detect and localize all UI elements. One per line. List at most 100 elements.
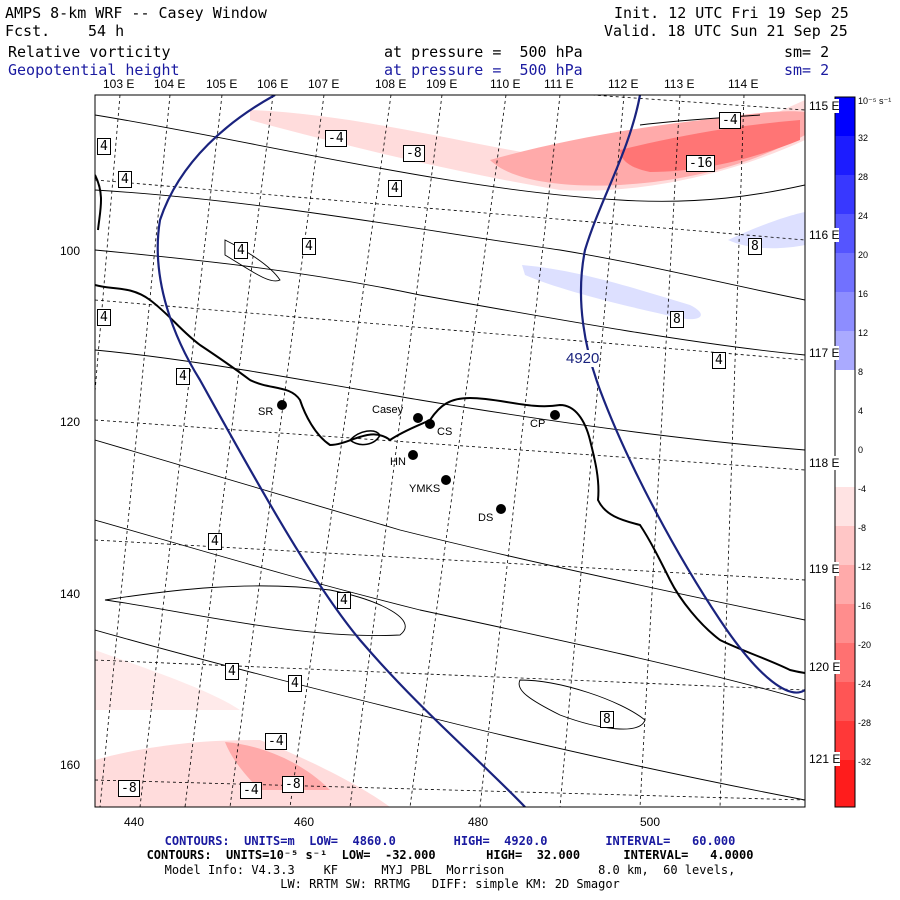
lon-label: 114 E xyxy=(728,77,759,91)
coastline xyxy=(95,284,805,674)
vorticity-negative-sw xyxy=(95,740,390,807)
x-tick-label: 460 xyxy=(294,815,315,829)
contour-label: -4 xyxy=(265,733,287,750)
station-label-casey: Casey xyxy=(372,404,404,416)
colorbar xyxy=(834,96,856,808)
colorbar-tick: -12 xyxy=(858,562,872,572)
field2-smooth: sm= 2 xyxy=(784,61,830,79)
station-dot xyxy=(413,413,423,423)
vorticity-negative-sw-2 xyxy=(95,650,240,710)
colorbar-tick: 8 xyxy=(858,367,864,377)
contour-label: -4 xyxy=(719,112,741,129)
contour-label: -4 xyxy=(240,782,262,799)
lon-label: 112 E xyxy=(608,77,639,91)
init-time: Init. 12 UTC Fri 19 Sep 25 xyxy=(614,4,849,22)
lat-label: 116 E xyxy=(809,228,840,242)
vorticity-negative-peak xyxy=(620,120,800,172)
station-dot xyxy=(550,410,560,420)
contour-label: 4 xyxy=(208,533,222,550)
colorbar-tick: -4 xyxy=(858,484,867,494)
lon-label: 113 E xyxy=(664,77,695,91)
y-tick-label: 120 xyxy=(60,415,81,429)
colorbar-tick: -20 xyxy=(858,640,872,650)
lat-label: 117 E xyxy=(809,346,840,360)
contour-label: -16 xyxy=(686,155,716,172)
valid-time: Valid. 18 UTC Sun 21 Sep 25 xyxy=(604,22,848,40)
contour-label: -8 xyxy=(403,145,425,162)
lon-label: 110 E xyxy=(490,77,521,91)
y-tick-label: 100 xyxy=(60,244,81,258)
graticule xyxy=(95,95,805,807)
lat-label: 121 E xyxy=(809,752,841,766)
lon-label: 103 E xyxy=(103,77,135,91)
lat-label: 120 E xyxy=(809,660,841,674)
contour-label: -4 xyxy=(325,130,347,147)
vorticity-negative-sw-core xyxy=(225,742,330,790)
footer-model-info: Model Info: V4.3.3 KF MYJ PBL Morrison 8… xyxy=(164,863,736,877)
contour-label: -8 xyxy=(118,780,140,797)
colorbar-tick: 4 xyxy=(858,406,864,416)
contour-label: 4 xyxy=(288,675,302,692)
coastline-south xyxy=(95,174,102,231)
contour-label: 4 xyxy=(712,352,726,369)
forecast-hours: 54 h xyxy=(88,22,125,40)
lon-label: 107 E xyxy=(308,77,340,91)
y-tick-label: 160 xyxy=(60,758,81,772)
lon-label: 105 E xyxy=(206,77,238,91)
station-label-cp: CP xyxy=(530,418,546,430)
station-label-ymks: YMKS xyxy=(409,483,441,495)
contour-label: 4 xyxy=(337,592,351,609)
station-label-sr: SR xyxy=(258,406,274,418)
contour-label: 4 xyxy=(176,368,190,385)
colorbar-tick: 28 xyxy=(858,172,869,182)
station-label-ds: DS xyxy=(478,512,494,524)
station-dot xyxy=(496,504,506,514)
lon-label: 108 E xyxy=(375,77,407,91)
field2-name: Geopotential height xyxy=(8,61,180,79)
colorbar-tick: 24 xyxy=(858,211,869,221)
lon-label: 109 E xyxy=(426,77,458,91)
field1-smooth: sm= 2 xyxy=(784,43,830,61)
station-label-cs: CS xyxy=(437,426,453,438)
y-tick-label: 140 xyxy=(60,587,81,601)
station-label-hn: HN xyxy=(390,456,406,468)
x-tick-label: 480 xyxy=(468,815,489,829)
lon-label: 111 E xyxy=(544,77,574,91)
contour-label: -8 xyxy=(282,776,304,793)
contour-label: 4 xyxy=(234,242,248,259)
contour-label: 4 xyxy=(225,663,239,680)
station-markers xyxy=(277,400,560,514)
colorbar-tick: -24 xyxy=(858,679,872,689)
field1-level: at pressure = 500 hPa xyxy=(384,43,583,61)
contour-label: 4 xyxy=(118,171,132,188)
colorbar-tick: 32 xyxy=(858,133,869,143)
lon-label: 104 E xyxy=(154,77,186,91)
x-tick-label: 440 xyxy=(124,815,145,829)
lat-label: 119 E xyxy=(809,562,840,576)
station-dot xyxy=(441,475,451,485)
island xyxy=(348,430,381,446)
contour-label: 8 xyxy=(600,711,614,728)
forecast-label: Fcst. xyxy=(5,22,51,40)
lat-label: 118 E xyxy=(809,456,840,470)
vorticity-positive-band-2 xyxy=(728,212,805,249)
contour-label: 8 xyxy=(748,238,762,255)
contour-label: 4 xyxy=(97,138,111,155)
colorbar-tick: -8 xyxy=(858,523,867,533)
plot-frame xyxy=(94,94,806,808)
colorbar-unit: 10⁻⁵ s⁻¹ xyxy=(858,96,892,106)
station-dot xyxy=(277,400,287,410)
height-contour-label: 4920 xyxy=(566,350,600,367)
station-dot xyxy=(408,450,418,460)
vorticity-positive-band xyxy=(522,265,701,320)
contour-label: 4 xyxy=(388,180,402,197)
footer-height-contours: CONTOURS: UNITS=m LOW= 4860.0 HIGH= 4920… xyxy=(164,834,736,848)
x-tick-label: 500 xyxy=(640,815,661,829)
field2-level: at pressure = 500 hPa xyxy=(384,61,583,79)
colorbar-tick: 16 xyxy=(858,289,869,299)
contour-label: 8 xyxy=(670,311,684,328)
map-title: AMPS 8-km WRF -- Casey Window xyxy=(5,4,267,22)
colorbar-tick: 12 xyxy=(858,328,869,338)
station-dot xyxy=(425,419,435,429)
